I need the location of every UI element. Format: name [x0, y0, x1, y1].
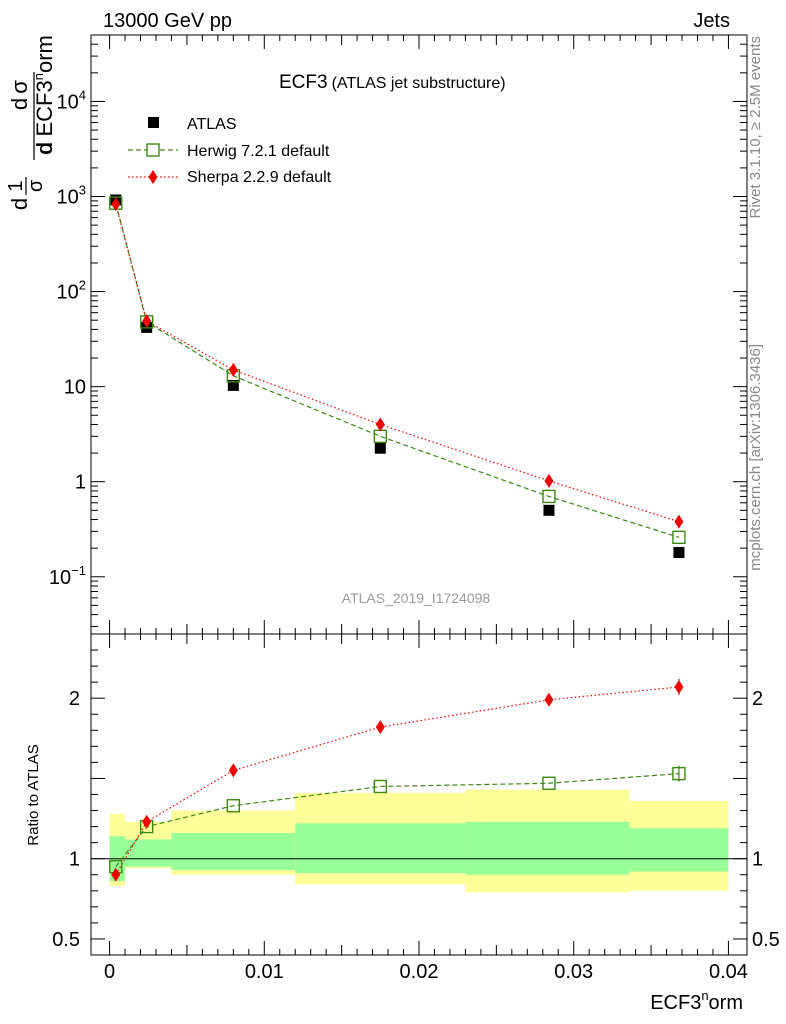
xtick-label: 0.03	[554, 961, 593, 983]
ratio-ytick-label-right: 1	[752, 849, 763, 871]
main-ytick-label: 102	[57, 278, 86, 304]
main-ytick-label-exp: 3	[79, 183, 86, 198]
sherpa-point	[375, 417, 385, 432]
ratio-ytick-label-left: 1	[69, 849, 80, 871]
herwig-ratio-point	[672, 766, 686, 781]
ratio-band-green	[295, 823, 466, 874]
x-axis-label: ECF3norm	[650, 988, 743, 1014]
x-axis-label-text: ECF3	[650, 992, 701, 1014]
xtick-label: 0	[104, 961, 115, 983]
legend-sherpa-label: Sherpa 2.2.9 default	[187, 169, 332, 186]
main-ytick-label: 1	[75, 472, 86, 494]
main-ytick-label: 103	[57, 183, 86, 209]
main-series-line-1	[115, 203, 680, 538]
atlas-data-point	[543, 504, 555, 516]
main-ytick-label: 10	[64, 377, 86, 399]
herwig-point	[373, 429, 388, 444]
ylabel-d-bottom: d	[32, 142, 57, 154]
main-ytick-label-base: 10	[57, 91, 79, 113]
sherpa-ratio-point	[674, 679, 684, 694]
main-ytick-label-exp: 4	[79, 87, 86, 102]
sherpa-ratio-point	[228, 763, 238, 778]
sherpa-point	[142, 314, 152, 329]
atlas-data-point	[673, 546, 685, 558]
main-ytick-label-base: 1	[75, 472, 86, 494]
ratio-ytick-label-left: 0.5	[52, 929, 80, 951]
ratio-ylabel: Ratio to ATLAS	[25, 744, 42, 845]
atlas-data-point	[374, 442, 386, 454]
herwig-ratio-point	[373, 779, 388, 794]
ylabel-sigma-top: σ	[7, 80, 32, 94]
ratio-ytick-label-right: 0.5	[752, 929, 780, 951]
legend-herwig-marker	[146, 143, 160, 157]
herwig-ratio-point	[542, 776, 556, 790]
ylabel-ecf: d ECF3norm	[31, 35, 57, 155]
sherpa-ratio-point	[375, 720, 385, 735]
herwig-ratio-point	[226, 799, 241, 813]
legend-atlas-label: ATLAS	[187, 116, 237, 133]
energy-label: 13000 GeV pp	[103, 10, 232, 32]
herwig-point	[542, 489, 556, 504]
ylabel-d-outer: d	[7, 198, 32, 210]
process-label: Jets	[693, 10, 730, 32]
sherpa-point	[228, 362, 238, 377]
ylabel-ecf-tail: orm	[32, 35, 57, 73]
ylabel-one: 1	[5, 180, 27, 191]
herwig-point	[672, 530, 686, 545]
rivet-label: Rivet 3.1.10, ≥ 2.5M events	[747, 36, 764, 219]
legend-sherpa-marker	[148, 170, 158, 184]
ylabel-sigma-bottom: σ	[25, 179, 47, 192]
x-axis-label-sup: n	[701, 988, 708, 1003]
xtick-label: 0.01	[245, 961, 284, 983]
ratio-band-green	[629, 828, 729, 872]
ratio-band-green	[465, 821, 630, 875]
sherpa-point	[111, 197, 121, 212]
main-ytick-label-base: 10	[57, 187, 79, 209]
sherpa-point	[544, 473, 554, 488]
ratio-band-green	[125, 839, 172, 867]
chart-title: ECF3 (ATLAS jet substructure)	[279, 72, 506, 93]
chart-subtitle: (ATLAS jet substructure)	[332, 75, 506, 92]
ylabel-d-top: d	[7, 98, 32, 110]
main-ytick-label-exp: −1	[71, 563, 86, 578]
legend-atlas-marker	[148, 117, 159, 128]
main-ytick-label-base: 10	[64, 377, 86, 399]
main-ytick-label-exp: 2	[79, 278, 86, 293]
sherpa-ratio-point	[142, 814, 152, 829]
ylabel-ecf-sup: n	[31, 73, 46, 80]
main-ytick-label: 104	[57, 87, 86, 113]
sherpa-point	[674, 514, 684, 529]
legend-herwig-label: Herwig 7.2.1 default	[187, 143, 330, 160]
main-ylabel: d σ d d ECF3norm d 1 σ	[5, 35, 57, 210]
main-ytick-label-base: 10	[57, 282, 79, 304]
sherpa-ratio-point	[111, 867, 121, 882]
main-ytick-label-base: 10	[49, 567, 71, 589]
ratio-ytick-label-right: 2	[752, 688, 763, 710]
xtick-label: 0.02	[400, 961, 439, 983]
chart-title-main: ECF3	[279, 72, 328, 93]
main-series-line-2	[115, 204, 680, 523]
xtick-label: 0.04	[709, 961, 748, 983]
sherpa-ratio-point	[544, 692, 554, 707]
ylabel-ecf-text: d ECF3	[32, 80, 57, 155]
ratio-band-green	[171, 833, 296, 870]
main-ytick-label: 10−1	[49, 563, 86, 589]
analysis-label: ATLAS_2019_I1724098	[342, 590, 491, 606]
x-axis-label-tail: orm	[709, 992, 743, 1014]
ratio-ytick-label-left: 2	[69, 688, 80, 710]
mcplots-label: mcplots.cern.ch [arXiv:1306.3436]	[747, 344, 764, 571]
atlas-data-point	[227, 379, 239, 391]
legend: ATLAS Herwig 7.2.1 default Sherpa 2.2.9 …	[128, 116, 332, 186]
ratio-panel: 0.5 0.5 1 1 2 2 0 0.01 0.02 0.03 0.04 Ratio to AT…	[25, 633, 780, 1014]
